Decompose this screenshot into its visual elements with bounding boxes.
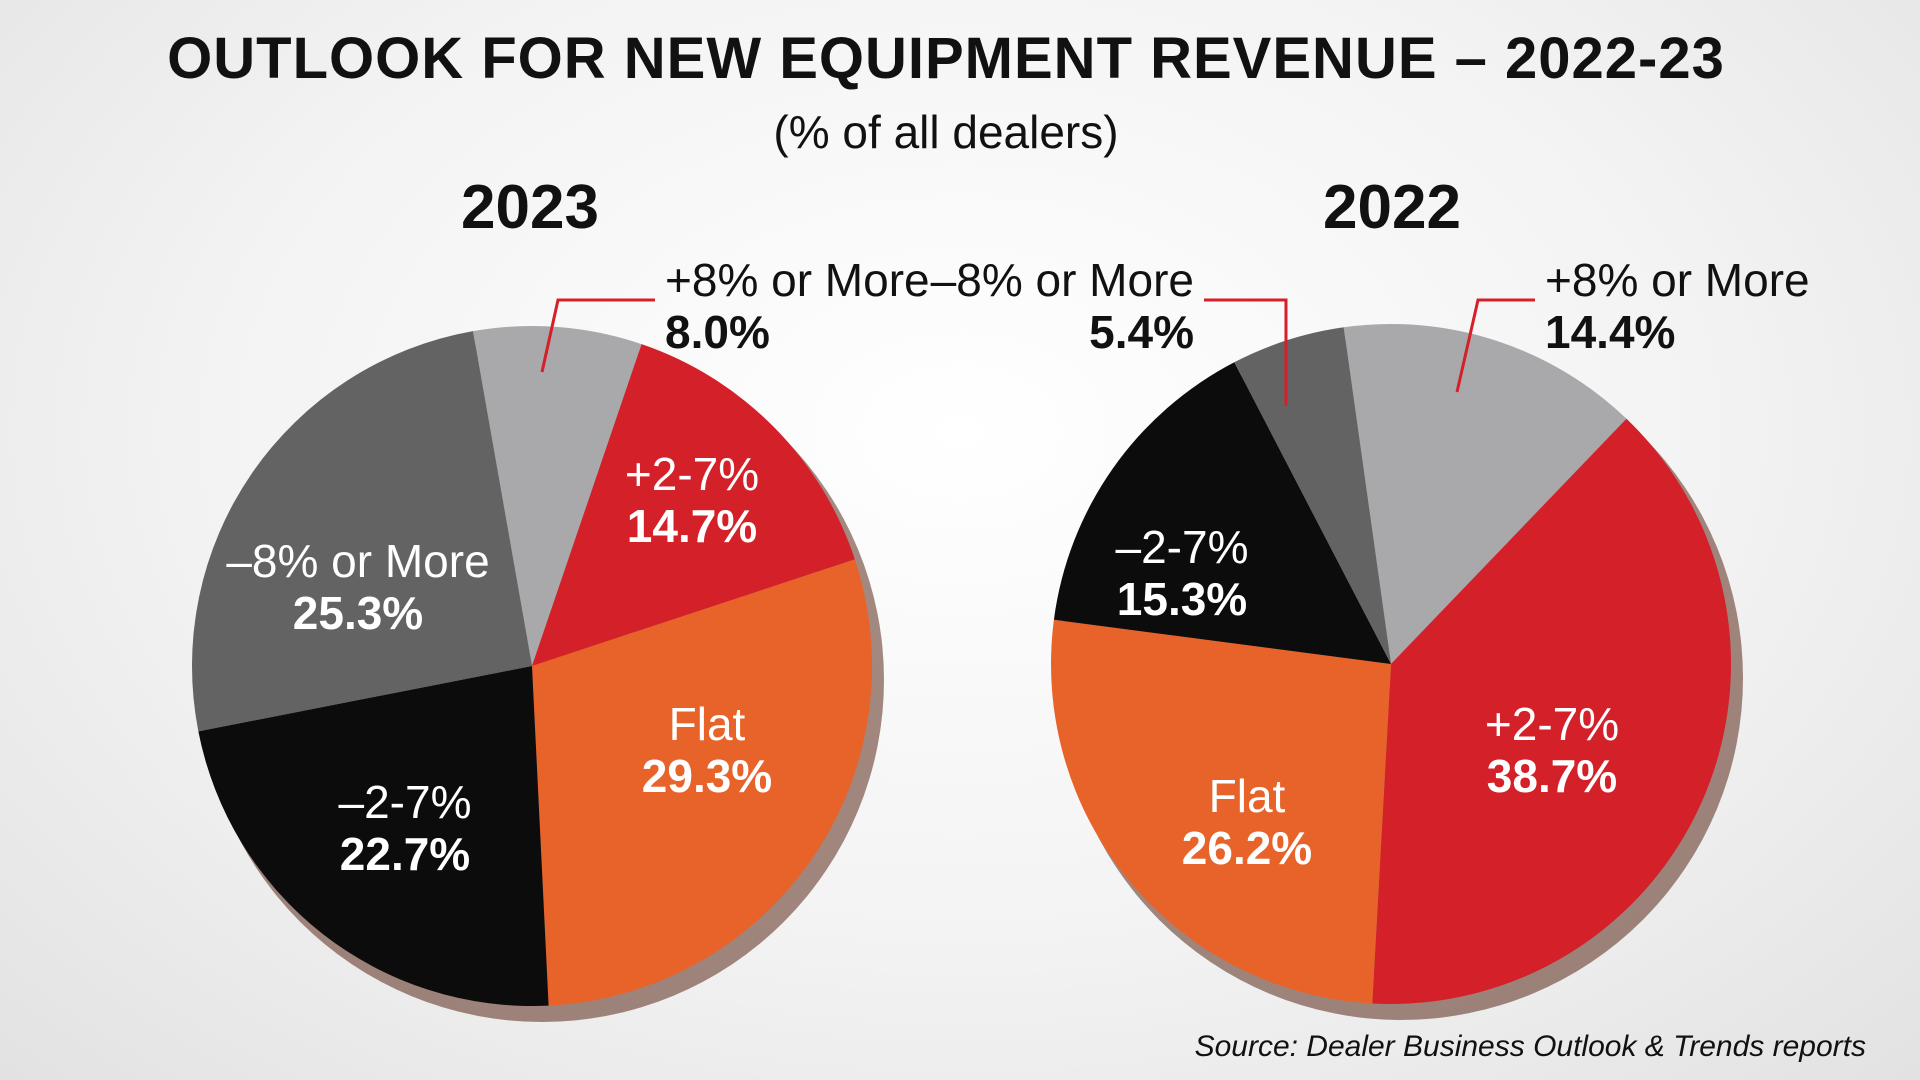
pie-2022-slice-minus-2-7: [1053, 362, 1391, 664]
pie-2022-value-plus-2-7: 38.7%: [1487, 750, 1617, 802]
pie-2023-value-plus-2-7: 14.7%: [627, 500, 757, 552]
pie-2023-slice-plus-2-7: [532, 344, 855, 666]
pie-2022-slice-plus-8-or-more: [1343, 324, 1627, 664]
pie-2023-label-plus-2-7: +2-7%: [625, 448, 759, 500]
pie-2023-value-minus-8-or-more: 25.3%: [293, 587, 423, 639]
pie-2022-leader-minus-8-or-more: [1204, 298, 1288, 406]
pie-2023-label-minus-2-7: –2-7%: [339, 776, 472, 828]
pie-2023-value-flat: 29.3%: [642, 750, 772, 802]
pie-2023-value-minus-2-7: 22.7%: [340, 828, 470, 880]
pie-2023-slice-flat: [532, 559, 873, 1006]
pie-2023-slice-minus-2-7: [198, 666, 549, 1006]
pie-2022-label-minus-2-7: –2-7%: [1116, 521, 1249, 573]
pie-2023-label-minus-8-or-more: –8% or More: [226, 535, 489, 587]
pie-2022-value-flat: 26.2%: [1182, 822, 1312, 874]
pie-2022-slice-flat: [1051, 619, 1391, 1004]
pie-2022-title: 2022: [1323, 173, 1461, 242]
pie-2023-leader-plus-8-or-more: [540, 298, 655, 373]
chart-subtitle: (% of all dealers): [773, 106, 1118, 158]
pie-2023-label-flat: Flat: [669, 698, 746, 750]
pie-2022-slice-plus-2-7: [1372, 418, 1732, 1005]
pie-2023-title: 2023: [461, 173, 599, 242]
pie-2022-slice-minus-8-or-more: [1234, 327, 1391, 664]
chart-title: OUTLOOK FOR NEW EQUIPMENT REVENUE – 2022…: [167, 26, 1725, 91]
source-note: Source: Dealer Business Outlook & Trends…: [1195, 1030, 1866, 1063]
pie-2022-leader-plus-8-or-more: [1455, 298, 1535, 393]
pie-2023-slice-plus-8-or-more: [472, 326, 642, 666]
pie-2022-value-minus-8-or-more: 5.4%: [1089, 306, 1194, 358]
pie-2023-label-plus-8-or-more: +8% or More: [665, 254, 930, 306]
pie-2023-slice-minus-8-or-more: [192, 331, 532, 732]
pie-2023-value-plus-8-or-more: 8.0%: [665, 306, 770, 358]
pie-2022-label-minus-8-or-more: –8% or More: [931, 254, 1194, 306]
pie-2022-label-flat: Flat: [1209, 770, 1286, 822]
pie-2022-value-plus-8-or-more: 14.4%: [1545, 306, 1675, 358]
pie-2023: +8% or More8.0%+2-7%14.7%Flat29.3%–2-7%2…: [192, 254, 930, 1022]
pie-2022-label-plus-2-7: +2-7%: [1485, 698, 1619, 750]
pie-2022-label-plus-8-or-more: +8% or More: [1545, 254, 1810, 306]
pie-2022-value-minus-2-7: 15.3%: [1117, 573, 1247, 625]
